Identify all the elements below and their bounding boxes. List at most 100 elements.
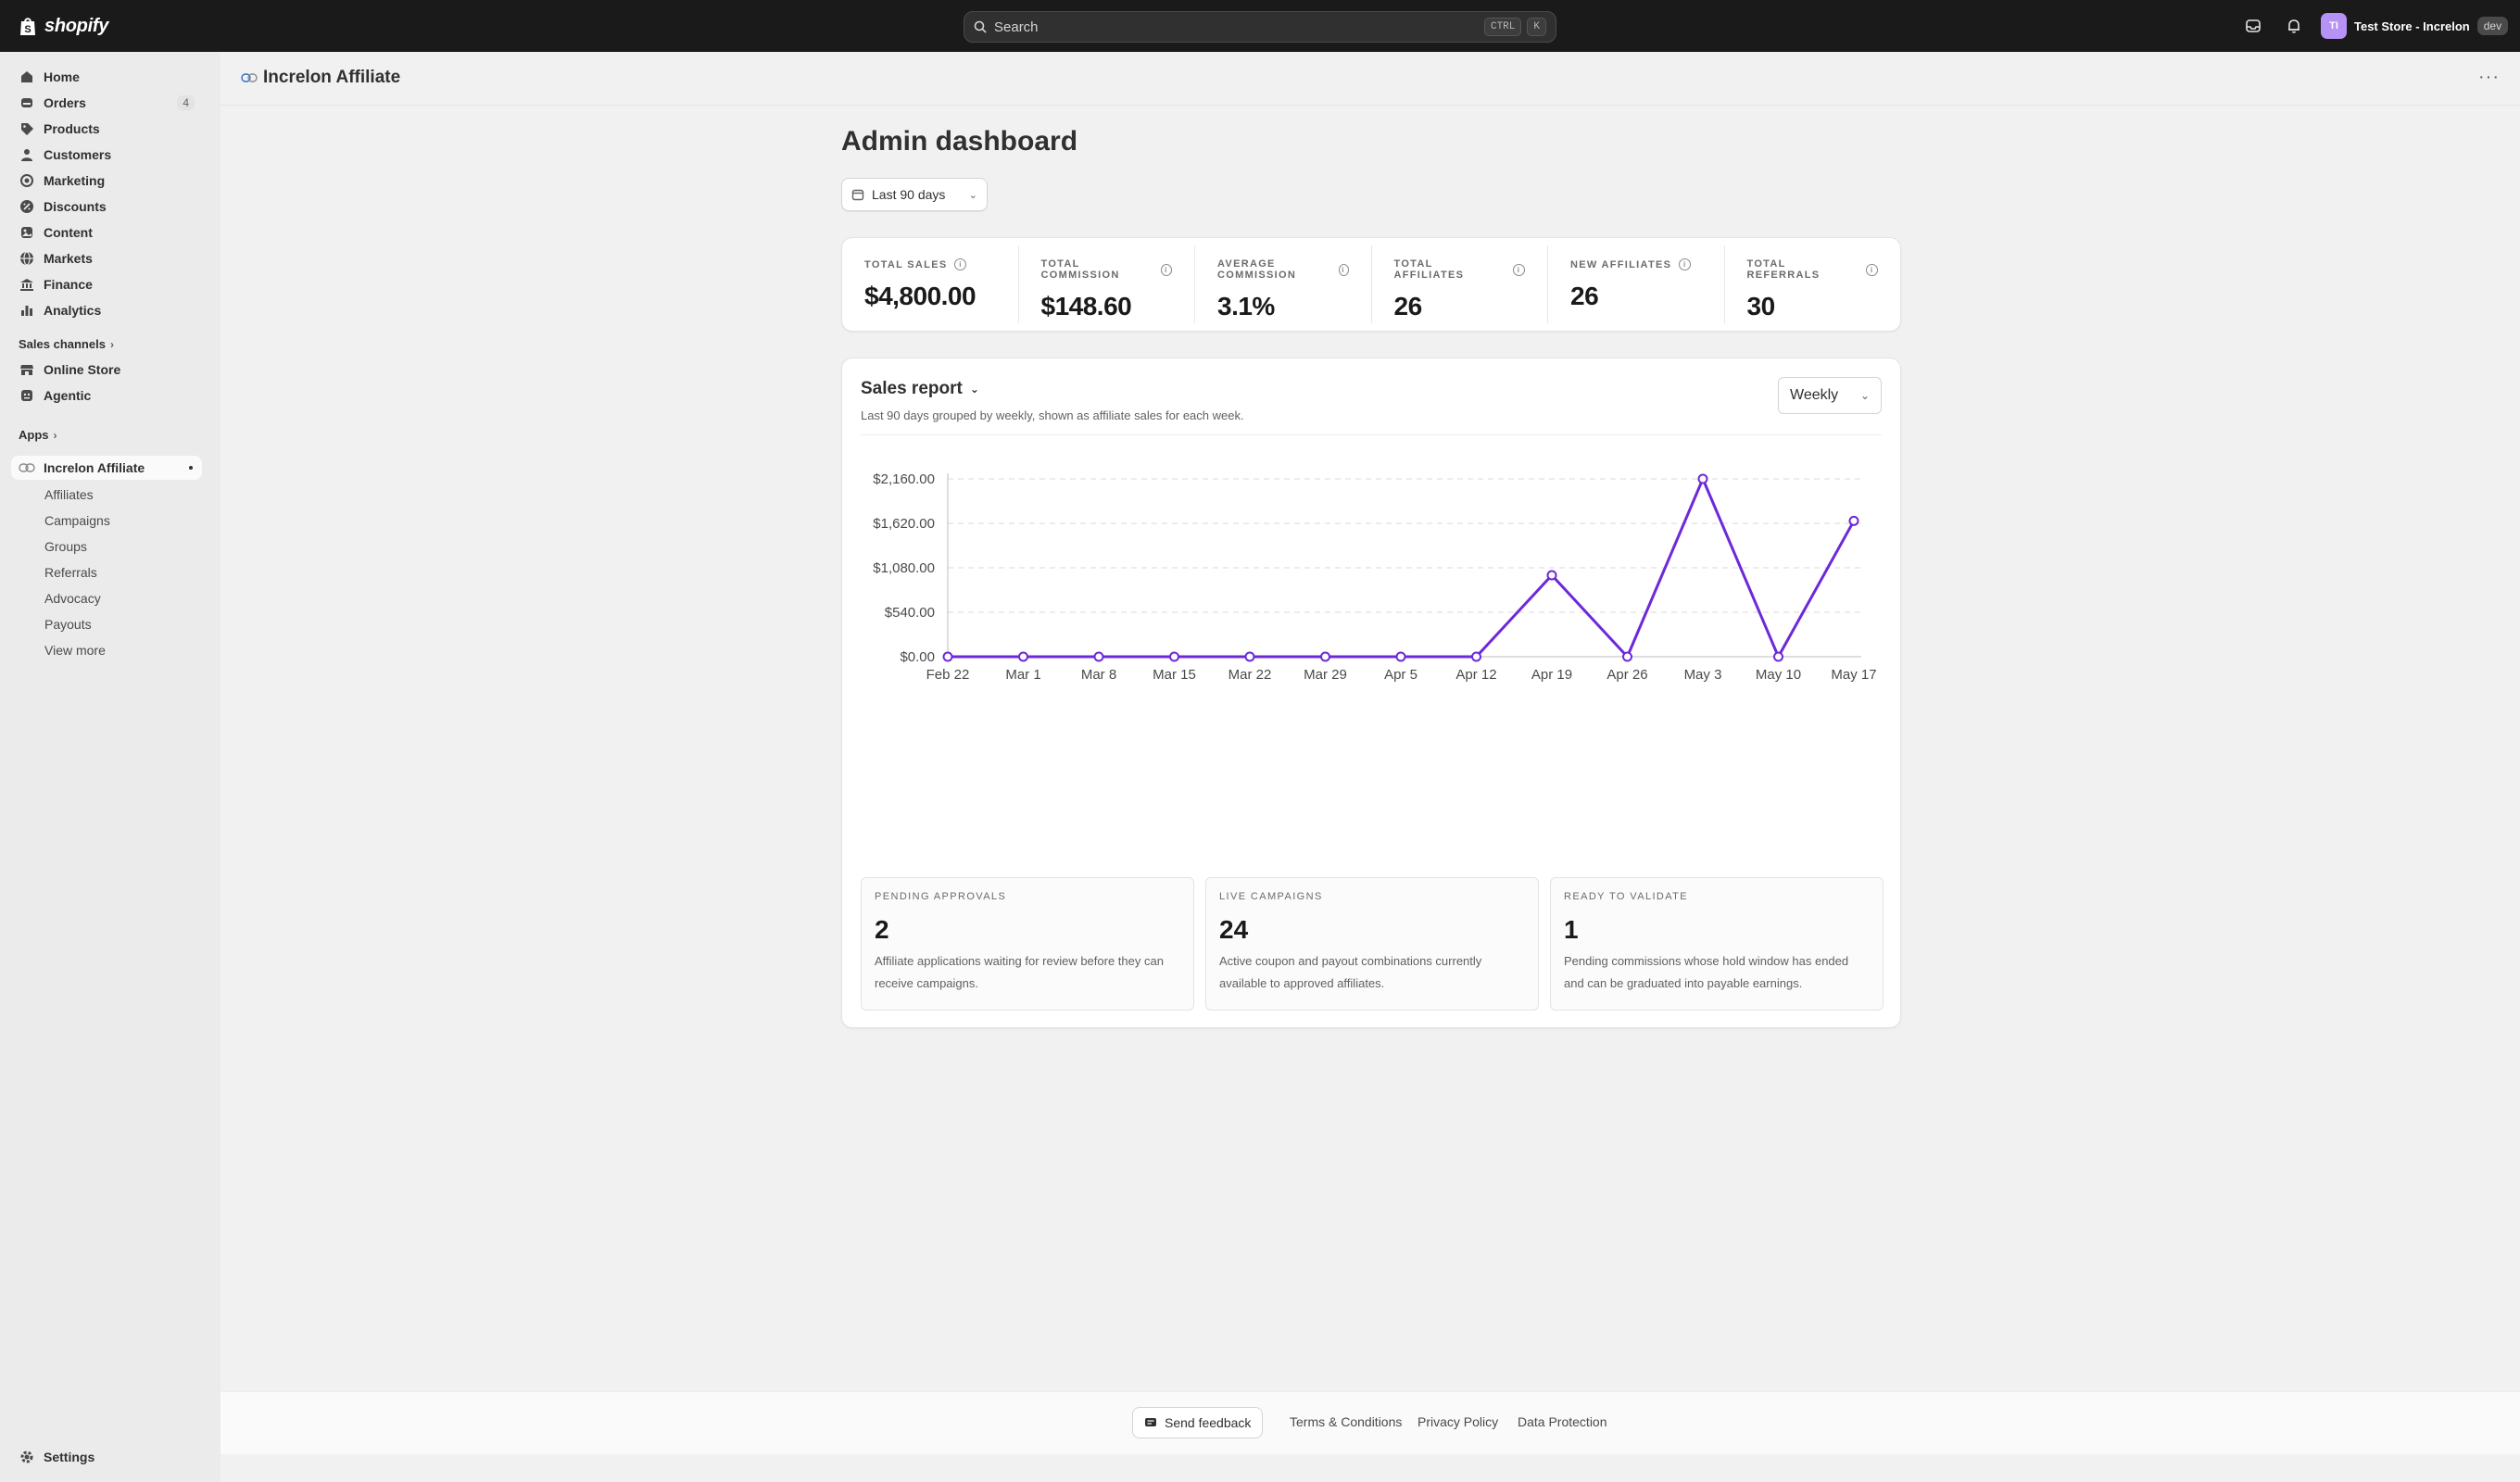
data-point	[1093, 651, 1104, 662]
sidebar-item-label: Finance	[44, 277, 93, 292]
agentic-icon	[19, 387, 35, 404]
info-icon[interactable]: i	[1866, 263, 1878, 276]
x-tick-label: Apr 26	[1606, 667, 1647, 683]
dev-badge: dev	[2476, 17, 2509, 35]
discount-icon	[19, 198, 35, 215]
y-tick-label: $0.00	[900, 649, 935, 665]
kpi-value: 26	[1393, 292, 1423, 320]
data-point	[1622, 651, 1632, 662]
sidebar-item-finance[interactable]: Finance	[11, 272, 202, 296]
sales-channels-label: Sales channels	[19, 337, 106, 351]
bell-icon	[2288, 19, 2300, 33]
store-menu[interactable]: TI Test Store - Increlon dev	[2321, 12, 2509, 40]
sidebar-subitem-advocacy[interactable]: Advocacy	[44, 591, 101, 606]
privacy-link[interactable]: Privacy Policy	[1418, 1414, 1499, 1429]
chevron-down-icon: ⌄	[969, 383, 979, 396]
data-point	[1471, 651, 1481, 662]
globe-icon	[19, 250, 35, 267]
sidebar-subitem-payouts[interactable]: Payouts	[44, 617, 92, 632]
apps-header[interactable]: Apps ›	[19, 428, 57, 442]
home-icon	[19, 69, 35, 85]
more-actions-button[interactable]: ···	[2478, 67, 2500, 87]
x-tick-label: Mar 22	[1228, 667, 1272, 683]
data-protection-link[interactable]: Data Protection	[1518, 1414, 1607, 1429]
sidebar-subitem-referrals[interactable]: Referrals	[44, 565, 97, 580]
period-select[interactable]: Weekly ⌄	[1778, 377, 1882, 414]
app-title: Increlon Affiliate	[263, 68, 401, 87]
sidebar-item-marketing[interactable]: Marketing	[11, 169, 202, 193]
terms-link[interactable]: Terms & Conditions	[1290, 1414, 1403, 1429]
shopify-logo[interactable]: S shopify	[19, 13, 108, 39]
x-tick-label: Mar 15	[1153, 667, 1196, 683]
x-tick-label: Apr 5	[1384, 667, 1418, 683]
stat-description: Affiliate applications waiting for revie…	[875, 954, 1164, 990]
app-header: Increlon Affiliate ···	[220, 52, 2520, 106]
date-range-picker[interactable]: Last 90 days ⌄	[841, 178, 988, 211]
kpi-average-commission: AVERAGE COMMISSION i 3.1%	[1195, 245, 1372, 323]
data-point	[1169, 651, 1179, 662]
sidebar-subitem-campaigns[interactable]: Campaigns	[44, 513, 110, 528]
date-range-label: Last 90 days	[872, 187, 946, 202]
orders-count-badge: 4	[177, 95, 195, 110]
search-placeholder: Search	[994, 19, 1039, 35]
page-title: Admin dashboard	[841, 126, 1078, 157]
kpi-total-sales: TOTAL SALES i $4,800.00	[842, 245, 1019, 323]
info-icon[interactable]: i	[1679, 258, 1692, 270]
send-feedback-label: Send feedback	[1165, 1415, 1252, 1430]
sidebar-item-home[interactable]: Home	[11, 65, 202, 89]
chevron-down-icon: ⌄	[968, 189, 977, 201]
info-icon[interactable]: i	[1513, 263, 1525, 276]
search-icon	[974, 20, 987, 33]
orders-icon	[19, 94, 35, 111]
sidebar-item-orders[interactable]: Orders 4	[11, 91, 202, 115]
sidebar-item-content[interactable]: Content	[11, 220, 202, 245]
kpi-label: TOTAL SALES	[864, 258, 948, 270]
sidebar-subitem-groups[interactable]: Groups	[44, 539, 87, 554]
tag-icon	[19, 120, 35, 137]
data-point	[1018, 651, 1028, 662]
x-tick-label: May 17	[1831, 667, 1876, 683]
info-icon[interactable]: i	[954, 258, 967, 270]
sidebar-item-markets[interactable]: Markets	[11, 246, 202, 270]
bar-chart-icon	[19, 302, 35, 319]
app-link-icon	[241, 73, 258, 82]
sidebar: Home Orders 4 Products Customers Marketi…	[0, 52, 220, 1482]
gear-icon	[19, 1449, 35, 1465]
sidebar-item-online-store[interactable]: Online Store	[11, 358, 202, 382]
stat-value: 2	[875, 915, 889, 944]
info-icon[interactable]: i	[1160, 263, 1172, 276]
sales-report-subtitle: Last 90 days grouped by weekly, shown as…	[861, 408, 1244, 422]
sidebar-item-label: Increlon Affiliate	[44, 460, 145, 475]
kpi-label: AVERAGE COMMISSION	[1217, 258, 1297, 281]
kpi-total-affiliates: TOTAL AFFILIATES i 26	[1372, 245, 1548, 323]
kpi-label: TOTAL COMMISSION	[1040, 258, 1120, 281]
sidebar-item-settings[interactable]: Settings	[11, 1445, 202, 1469]
send-feedback-button[interactable]: Send feedback	[1132, 1407, 1264, 1438]
inbox-button[interactable]	[2242, 15, 2264, 37]
sidebar-item-customers[interactable]: Customers	[11, 143, 202, 167]
sidebar-item-label: Analytics	[44, 303, 102, 318]
x-tick-label: Feb 22	[926, 667, 970, 683]
info-icon[interactable]: i	[1338, 263, 1349, 276]
sales-report-title[interactable]: Sales report ⌄	[861, 379, 979, 399]
sidebar-subitem-view-more[interactable]: View more	[44, 643, 106, 658]
sales-channels-header[interactable]: Sales channels ›	[19, 337, 114, 351]
sidebar-item-analytics[interactable]: Analytics	[11, 298, 202, 322]
sidebar-item-products[interactable]: Products	[11, 117, 202, 141]
sidebar-item-label: Agentic	[44, 388, 92, 403]
sidebar-subitem-affiliates[interactable]: Affiliates	[44, 487, 94, 502]
notifications-button[interactable]	[2283, 15, 2305, 37]
pin-dot-icon[interactable]	[189, 466, 193, 470]
chevron-down-icon: ⌄	[1859, 389, 1870, 402]
data-point	[1546, 570, 1557, 581]
data-point	[1244, 651, 1255, 662]
sidebar-item-discounts[interactable]: Discounts	[11, 195, 202, 219]
kpi-value: 30	[1746, 292, 1776, 320]
sidebar-item-increlon-affiliate[interactable]: Increlon Affiliate	[11, 456, 202, 480]
sidebar-item-agentic[interactable]: Agentic	[11, 383, 202, 408]
x-tick-label: May 3	[1684, 667, 1722, 683]
sidebar-item-label: Settings	[44, 1450, 95, 1464]
sidebar-item-label: Discounts	[44, 199, 107, 214]
x-tick-label: Apr 19	[1531, 667, 1572, 683]
search-input[interactable]: Search CTRL K	[964, 11, 1556, 43]
